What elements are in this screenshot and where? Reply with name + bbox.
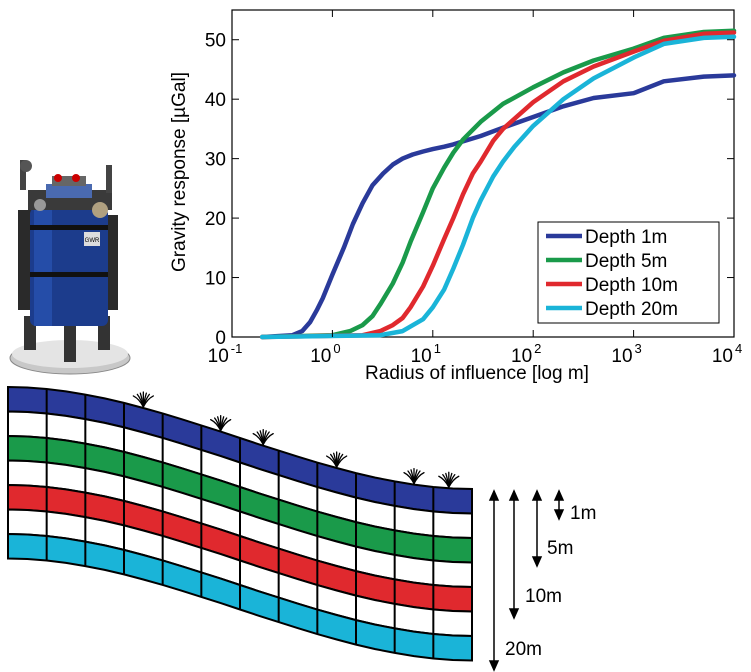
x-tick-label: 10 -1 <box>208 341 243 367</box>
y-tick-label: 10 <box>205 269 226 290</box>
x-tick-label: 10 4 <box>712 341 742 367</box>
x-tick-label: 10 1 <box>411 341 441 367</box>
x-tick-label: 10 3 <box>611 341 641 367</box>
y-tick-label: 0 <box>215 328 226 349</box>
y-tick-label: 40 <box>205 90 226 111</box>
y-tick-label: 20 <box>205 209 226 230</box>
grass-tuft-icon <box>326 451 348 468</box>
gravimeter-instrument-illustration: GWR <box>9 160 131 375</box>
legend-label: Depth 10m <box>585 275 678 296</box>
series-layer <box>259 28 737 340</box>
grass-tuft-icon <box>210 414 232 432</box>
y-tick-label: 50 <box>205 31 226 52</box>
depth-label-1m: 1m <box>570 503 596 524</box>
y-axis-label: Gravity response [µGal] <box>169 72 190 272</box>
grass-tuft-icon <box>403 467 425 485</box>
y-tick-label: 30 <box>205 150 226 171</box>
depth-label-5m: 5m <box>547 538 573 559</box>
depth-annotations: 1m 5m 10m 20m <box>488 489 596 672</box>
series-line-4 <box>259 34 737 340</box>
legend-label: Depth 20m <box>585 299 678 320</box>
x-tick-label: 10 2 <box>511 341 541 367</box>
legend: Depth 1m Depth 5m Depth 10m Depth 20m <box>537 221 720 324</box>
grass-tuft-icon <box>252 428 274 446</box>
grass-tuft-icon <box>132 391 154 408</box>
series-line-1 <box>259 73 737 340</box>
depth-label-10m: 10m <box>525 586 562 607</box>
grass-tuft-icon <box>438 471 460 488</box>
layered-ground-diagram <box>7 385 473 662</box>
series-line-3 <box>259 30 737 340</box>
legend-label: Depth 5m <box>585 251 667 272</box>
series-line-2 <box>259 28 737 340</box>
instrument-logo: GWR <box>85 238 100 244</box>
x-axis-label: Radius of influence [log m] <box>365 363 589 384</box>
axis-ticks: 10 -1 10 0 10 1 10 2 10 3 10 4 0 10 20 30 40 50 <box>205 10 742 367</box>
gravity-response-chart: 10 -1 10 0 10 1 10 2 10 3 10 4 0 10 20 30 40 50 Radius of… <box>169 9 742 384</box>
depth-label-20m: 20m <box>505 639 542 660</box>
legend-label: Depth 1m <box>585 227 667 248</box>
x-tick-label: 10 0 <box>310 341 340 367</box>
